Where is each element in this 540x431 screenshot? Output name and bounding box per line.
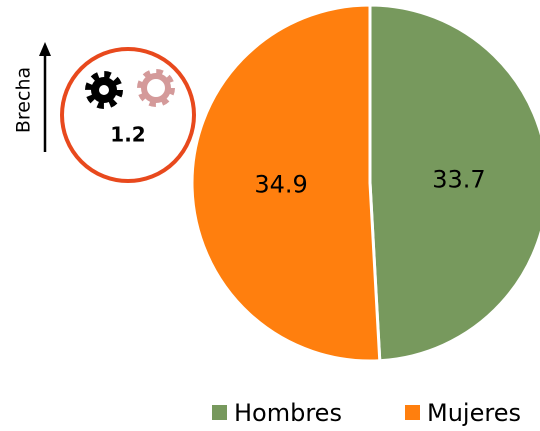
- gap-circle: [60, 47, 196, 183]
- legend-swatch: [212, 405, 227, 420]
- data-label: 34.9: [254, 170, 307, 198]
- gap-label: Brecha: [13, 67, 35, 133]
- legend-label: Hombres: [234, 399, 342, 427]
- gear: [141, 73, 171, 103]
- gap-value: 1.2: [110, 123, 145, 147]
- gap-annotation: Brecha 1.2: [13, 42, 196, 183]
- legend-label: Mujeres: [427, 399, 521, 427]
- gear-teeth: [85, 71, 123, 109]
- legend-swatch: [405, 405, 420, 420]
- arrow-head: [39, 42, 51, 56]
- gear-hole: [99, 85, 109, 95]
- data-label: 33.7: [432, 166, 485, 194]
- pie-slice: [190, 3, 382, 363]
- pie-slice: [368, 3, 540, 363]
